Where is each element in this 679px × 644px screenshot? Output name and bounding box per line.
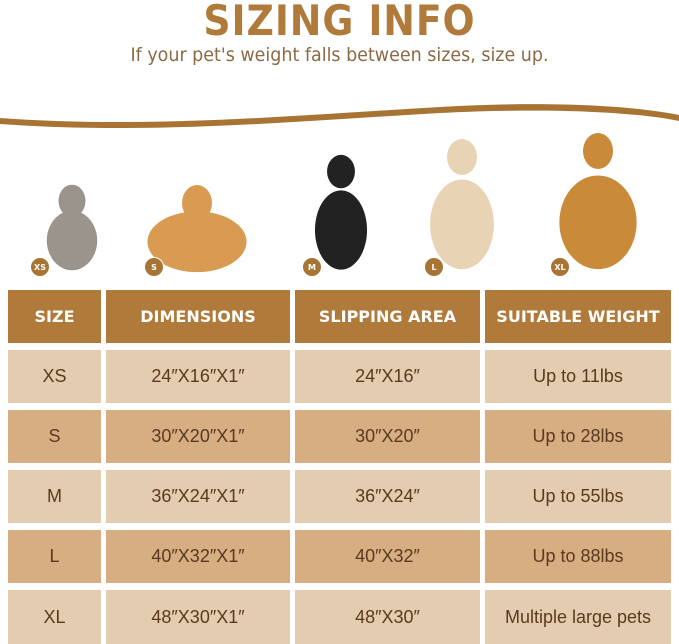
table-cell: Multiple large pets <box>485 590 671 644</box>
table-header-cell: SUITABLE WEIGHT <box>485 290 671 343</box>
subtitle: If your pet's weight falls between sizes… <box>130 44 549 66</box>
table-cell: 48″X30″ <box>295 590 480 644</box>
table-header-cell: DIMENSIONS <box>106 290 290 343</box>
table-cell: 24″X16″X1″ <box>106 350 290 403</box>
pet-image-xl <box>559 133 637 270</box>
table-cell: L <box>8 530 101 583</box>
table-header-cell: SIZE <box>8 290 101 343</box>
pet-image-l <box>430 139 494 270</box>
table-cell: 30″X20″X1″ <box>106 410 290 463</box>
table-cell: Up to 28lbs <box>485 410 671 463</box>
size-badge: S <box>144 257 164 277</box>
table-cell: Up to 88lbs <box>485 530 671 583</box>
size-badge: M <box>302 257 322 277</box>
table-cell: M <box>8 470 101 523</box>
table-cell: XS <box>8 350 101 403</box>
size-badge: XS <box>30 257 50 277</box>
table-cell: Up to 11lbs <box>485 350 671 403</box>
pet-image-s <box>147 185 247 273</box>
table-cell: 36″X24″ <box>295 470 480 523</box>
table-cell: XL <box>8 590 101 644</box>
table-cell: 48″X30″X1″ <box>106 590 290 644</box>
table-cell: 30″X20″ <box>295 410 480 463</box>
table-cell: Up to 55lbs <box>485 470 671 523</box>
size-badge: XL <box>550 257 570 277</box>
table-cell: 40″X32″ <box>295 530 480 583</box>
table-cell: 40″X32″X1″ <box>106 530 290 583</box>
pet-image-m <box>314 154 368 270</box>
table-cell: S <box>8 410 101 463</box>
table-header-cell: SLIPPING AREA <box>295 290 480 343</box>
pet-image-xs <box>46 184 98 271</box>
size-badge: L <box>424 257 444 277</box>
decorative-wave <box>0 104 679 129</box>
table-cell: 24″X16″ <box>295 350 480 403</box>
table-cell: 36″X24″X1″ <box>106 470 290 523</box>
page-title: SIZING INFO <box>203 0 476 45</box>
